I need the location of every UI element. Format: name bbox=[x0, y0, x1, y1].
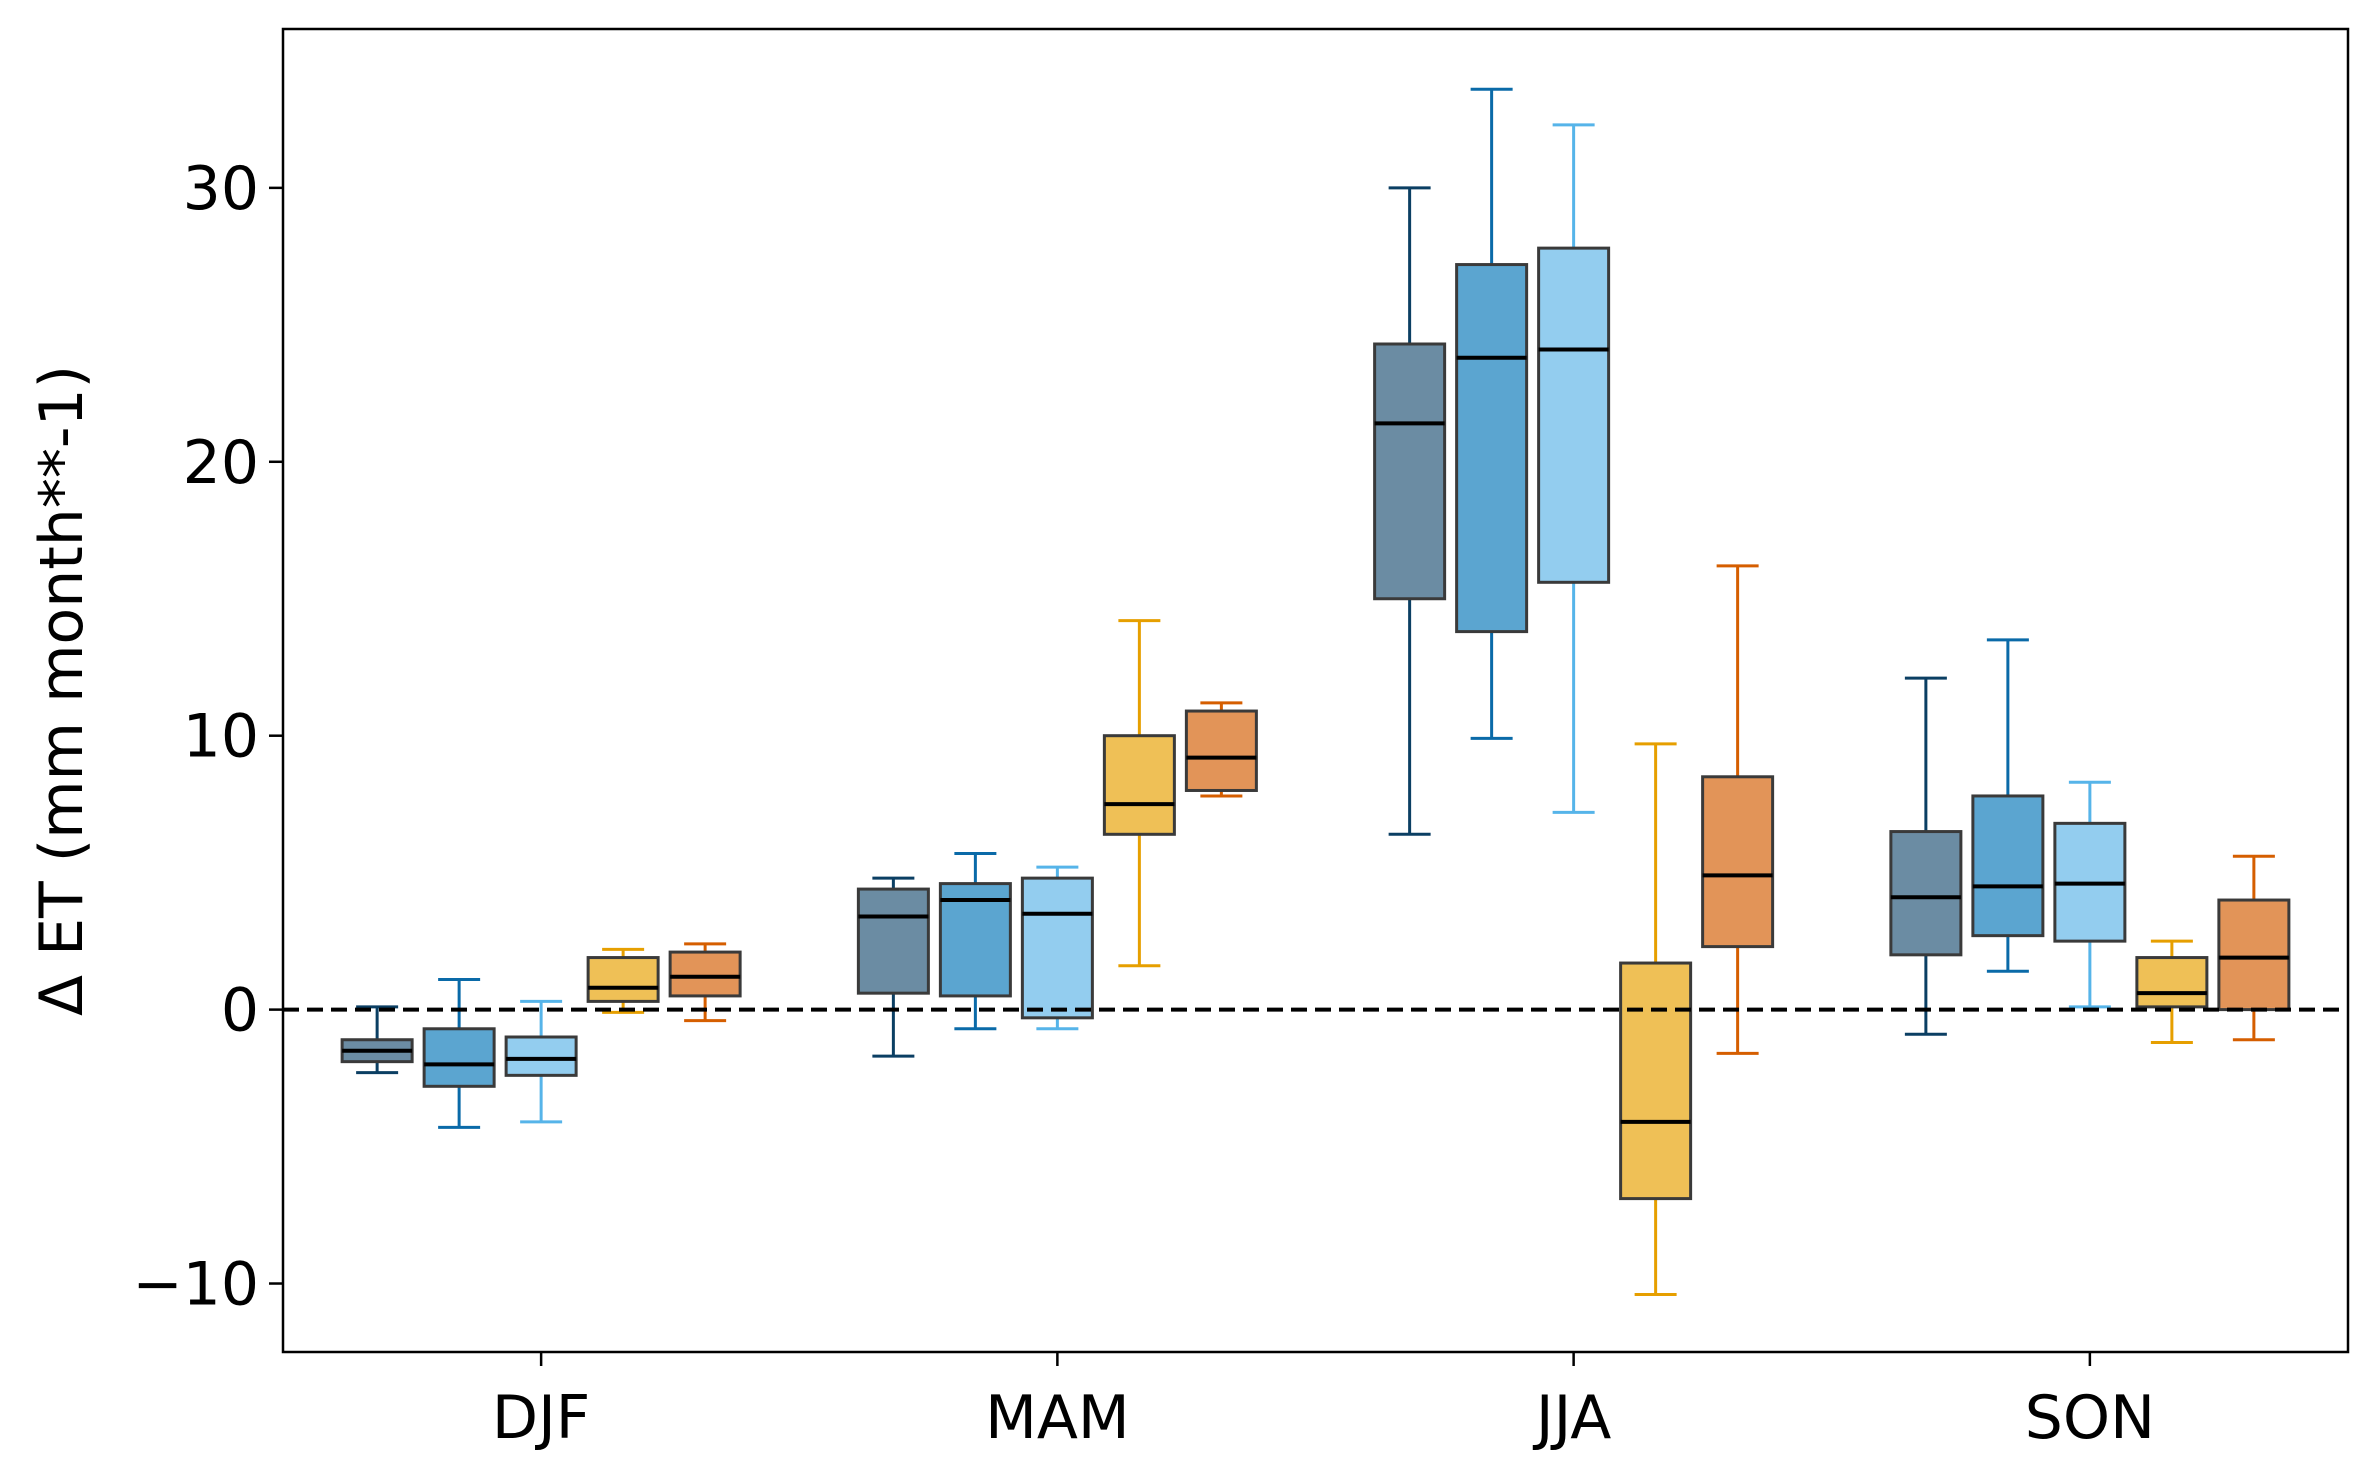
iqr-box bbox=[856, 887, 930, 995]
y-tick-label: 10 bbox=[183, 702, 259, 772]
x-tick-label-djf: DJF bbox=[492, 1383, 590, 1453]
y-axis-title: Δ ET (mm month**-1) bbox=[27, 365, 97, 1016]
iqr-box bbox=[1619, 961, 1693, 1201]
box-djf-series-4 bbox=[586, 947, 660, 1014]
box-son-series-4 bbox=[2135, 939, 2209, 1044]
axes-layer: −10 0 10 20 30 DJF MAM JJA SON bbox=[132, 154, 2155, 1453]
y-tick-label: 20 bbox=[183, 428, 259, 498]
plot-frame bbox=[281, 27, 2350, 1354]
x-tick-label-jja: JJA bbox=[1532, 1383, 1611, 1453]
iqr-box bbox=[586, 956, 660, 1003]
y-tick-label: −10 bbox=[132, 1250, 259, 1320]
box-mam-series-3 bbox=[1020, 865, 1094, 1031]
iqr-box bbox=[1537, 246, 1611, 584]
box-djf-series-3 bbox=[504, 999, 578, 1124]
iqr-box bbox=[1184, 709, 1258, 792]
x-tick-label-mam: MAM bbox=[985, 1383, 1130, 1453]
box-jja-series-3 bbox=[1537, 123, 1611, 814]
box-jja-series-1 bbox=[1373, 186, 1447, 836]
box-djf-series-1 bbox=[340, 1005, 414, 1075]
box-son-series-1 bbox=[1889, 676, 1963, 1036]
iqr-box bbox=[1701, 775, 1775, 949]
x-tick-label-son: SON bbox=[2025, 1383, 2155, 1453]
iqr-box bbox=[938, 882, 1012, 998]
box-mam-series-1 bbox=[856, 876, 930, 1058]
iqr-box bbox=[1889, 830, 1963, 957]
iqr-box bbox=[1455, 263, 1529, 634]
box-mam-series-2 bbox=[938, 851, 1012, 1031]
box-mam-series-4 bbox=[1102, 619, 1176, 968]
iqr-box bbox=[1971, 794, 2045, 938]
iqr-box bbox=[2135, 956, 2209, 1009]
iqr-box bbox=[422, 1027, 496, 1088]
box-son-series-3 bbox=[2053, 780, 2127, 1009]
iqr-box bbox=[1373, 342, 1447, 601]
iqr-box bbox=[504, 1035, 578, 1077]
y-tick-label: 0 bbox=[221, 976, 259, 1046]
box-jja-series-2 bbox=[1455, 87, 1529, 740]
box-jja-series-4 bbox=[1619, 742, 1693, 1296]
box-djf-series-5 bbox=[668, 942, 742, 1023]
box-son-series-5 bbox=[2217, 854, 2291, 1042]
iqr-box bbox=[1102, 734, 1176, 836]
box-son-series-2 bbox=[1971, 638, 2045, 973]
iqr-box bbox=[2217, 898, 2291, 1012]
box-djf-series-2 bbox=[422, 977, 496, 1129]
iqr-box bbox=[668, 950, 742, 998]
box-mam-series-5 bbox=[1184, 701, 1258, 798]
iqr-box bbox=[1020, 876, 1094, 1020]
box-jja-series-5 bbox=[1701, 564, 1775, 1055]
y-tick-label: 30 bbox=[183, 154, 259, 224]
boxes-layer bbox=[340, 87, 2291, 1296]
